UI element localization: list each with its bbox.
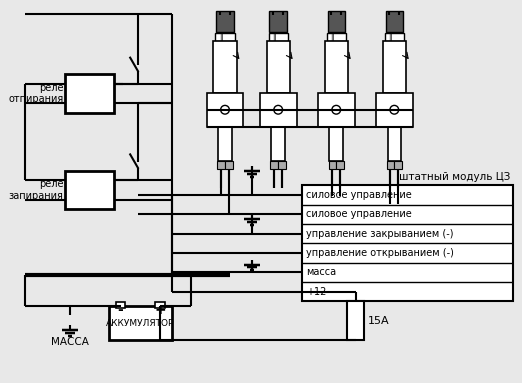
Bar	[116, 302, 125, 308]
Bar	[329, 127, 343, 161]
Text: ||: ||	[330, 34, 335, 41]
Text: МАССА: МАССА	[51, 337, 89, 347]
Bar	[65, 74, 114, 113]
Bar	[394, 161, 402, 169]
Bar	[325, 41, 348, 93]
Bar	[268, 33, 288, 41]
Text: -: -	[117, 303, 123, 317]
Text: 15А: 15А	[368, 316, 390, 326]
Bar	[386, 11, 403, 32]
Text: ||: ||	[219, 34, 223, 41]
Bar	[260, 93, 296, 127]
Text: ||: ||	[272, 34, 277, 41]
Bar	[387, 161, 394, 169]
Text: реле
отпирания: реле отпирания	[8, 82, 64, 104]
Bar	[271, 127, 285, 161]
Bar	[318, 93, 354, 127]
Bar	[217, 161, 225, 169]
Bar	[216, 11, 234, 32]
Text: +: +	[155, 303, 166, 317]
Bar	[215, 33, 235, 41]
Bar	[327, 11, 345, 32]
Bar	[156, 302, 165, 308]
Text: силовое управление: силовое управление	[306, 190, 412, 200]
Bar	[207, 93, 243, 127]
Bar	[387, 127, 401, 161]
Bar	[347, 301, 364, 340]
Text: +12: +12	[306, 286, 327, 296]
Bar	[267, 41, 290, 93]
Bar	[327, 33, 346, 41]
Bar	[376, 93, 413, 127]
Text: силовое управление: силовое управление	[306, 209, 412, 219]
Bar	[270, 161, 278, 169]
Bar	[302, 185, 513, 301]
Text: АККУМУЛЯТОР: АККУМУЛЯТОР	[106, 319, 174, 327]
Text: управление закрыванием (-): управление закрыванием (-)	[306, 229, 454, 239]
Bar	[65, 171, 114, 210]
Text: реле
запирания: реле запирания	[8, 179, 64, 201]
Text: управление открыванием (-): управление открыванием (-)	[306, 248, 454, 258]
Text: ||: ||	[388, 34, 393, 41]
Text: масса: масса	[306, 267, 336, 277]
Bar	[328, 161, 336, 169]
Bar	[109, 306, 172, 340]
Bar	[269, 11, 287, 32]
Bar	[336, 161, 344, 169]
Text: штатный модуль ЦЗ: штатный модуль ЦЗ	[399, 172, 511, 182]
Bar	[218, 127, 232, 161]
Bar	[385, 33, 404, 41]
Bar	[225, 161, 233, 169]
Bar	[278, 161, 286, 169]
Bar	[383, 41, 406, 93]
Bar	[213, 41, 236, 93]
